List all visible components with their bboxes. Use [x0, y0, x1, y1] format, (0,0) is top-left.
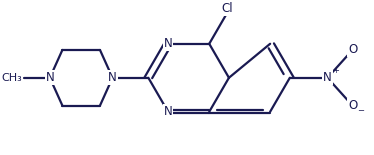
Text: Cl: Cl — [221, 2, 233, 15]
Text: −: − — [357, 106, 364, 115]
Text: N: N — [164, 105, 172, 118]
Text: +: + — [332, 66, 339, 75]
Text: N: N — [323, 71, 332, 84]
Text: CH₃: CH₃ — [1, 73, 22, 83]
Text: N: N — [108, 71, 117, 84]
Text: N: N — [164, 37, 172, 50]
Text: O: O — [348, 43, 357, 56]
Text: N: N — [46, 71, 54, 84]
Text: O: O — [348, 99, 357, 112]
